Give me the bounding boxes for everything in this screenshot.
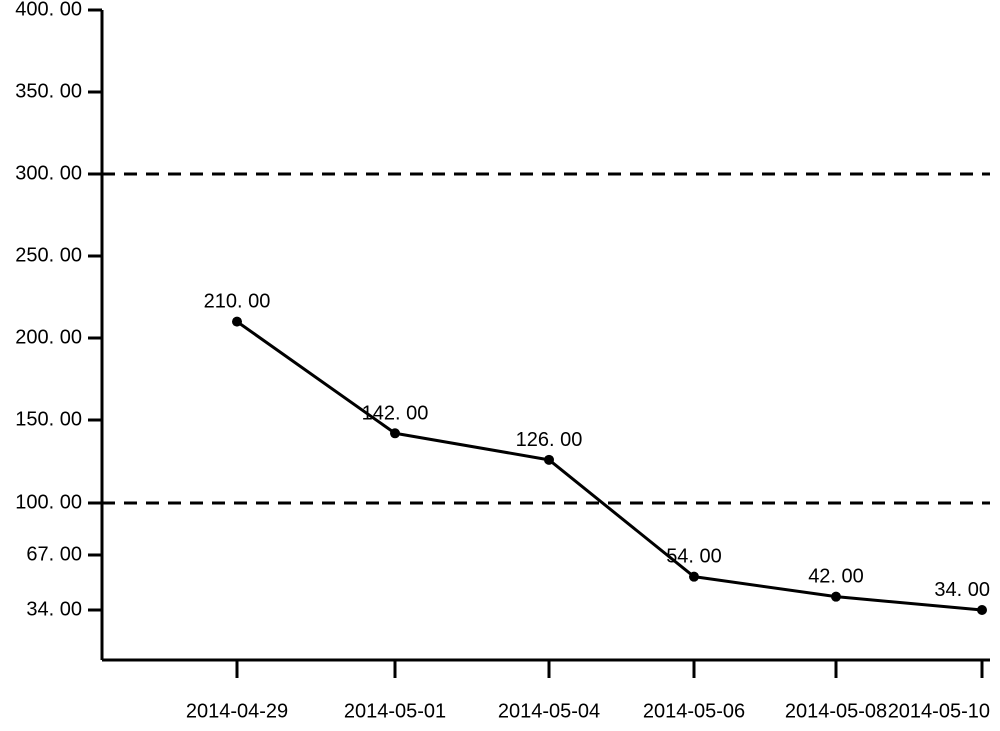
data-point-label: 126. 00: [516, 429, 583, 451]
x-tick-label: 2014-05-01: [344, 701, 446, 723]
data-point-label: 34. 00: [934, 579, 990, 601]
data-point-label: 54. 00: [666, 546, 722, 568]
y-tick-label: 300. 00: [15, 162, 82, 184]
data-point: [232, 317, 242, 327]
data-point: [977, 605, 987, 615]
y-tick-label: 400. 00: [15, 0, 82, 20]
data-point: [689, 572, 699, 582]
y-tick-label: 200. 00: [15, 326, 82, 348]
y-tick-label: 250. 00: [15, 244, 82, 266]
y-tick-label: 100. 00: [15, 491, 82, 513]
line-chart: 34. 00 67. 00 100. 00 150. 00 200. 00 250. 00…: [0, 0, 1000, 731]
data-point-label: 142. 00: [362, 402, 429, 424]
x-tick-label: 2014-05-08: [785, 701, 887, 723]
y-tick-label: 150. 00: [15, 408, 82, 430]
data-point: [831, 592, 841, 602]
x-tick-label: 2014-05-06: [643, 701, 745, 723]
y-tick-label: 67. 00: [26, 543, 82, 565]
x-tick-label: 2014-05-10: [888, 701, 990, 723]
chart-svg: 34. 00 67. 00 100. 00 150. 00 200. 00 250. 00…: [0, 0, 1000, 731]
y-tick-label: 34. 00: [26, 598, 82, 620]
data-point: [390, 428, 400, 438]
data-series-line: [237, 322, 982, 610]
x-tick-label: 2014-04-29: [186, 701, 288, 723]
data-point: [544, 455, 554, 465]
data-point-label: 210. 00: [204, 291, 271, 313]
data-point-label: 42. 00: [808, 566, 864, 588]
y-tick-label: 350. 00: [15, 80, 82, 102]
x-tick-label: 2014-05-04: [498, 701, 600, 723]
